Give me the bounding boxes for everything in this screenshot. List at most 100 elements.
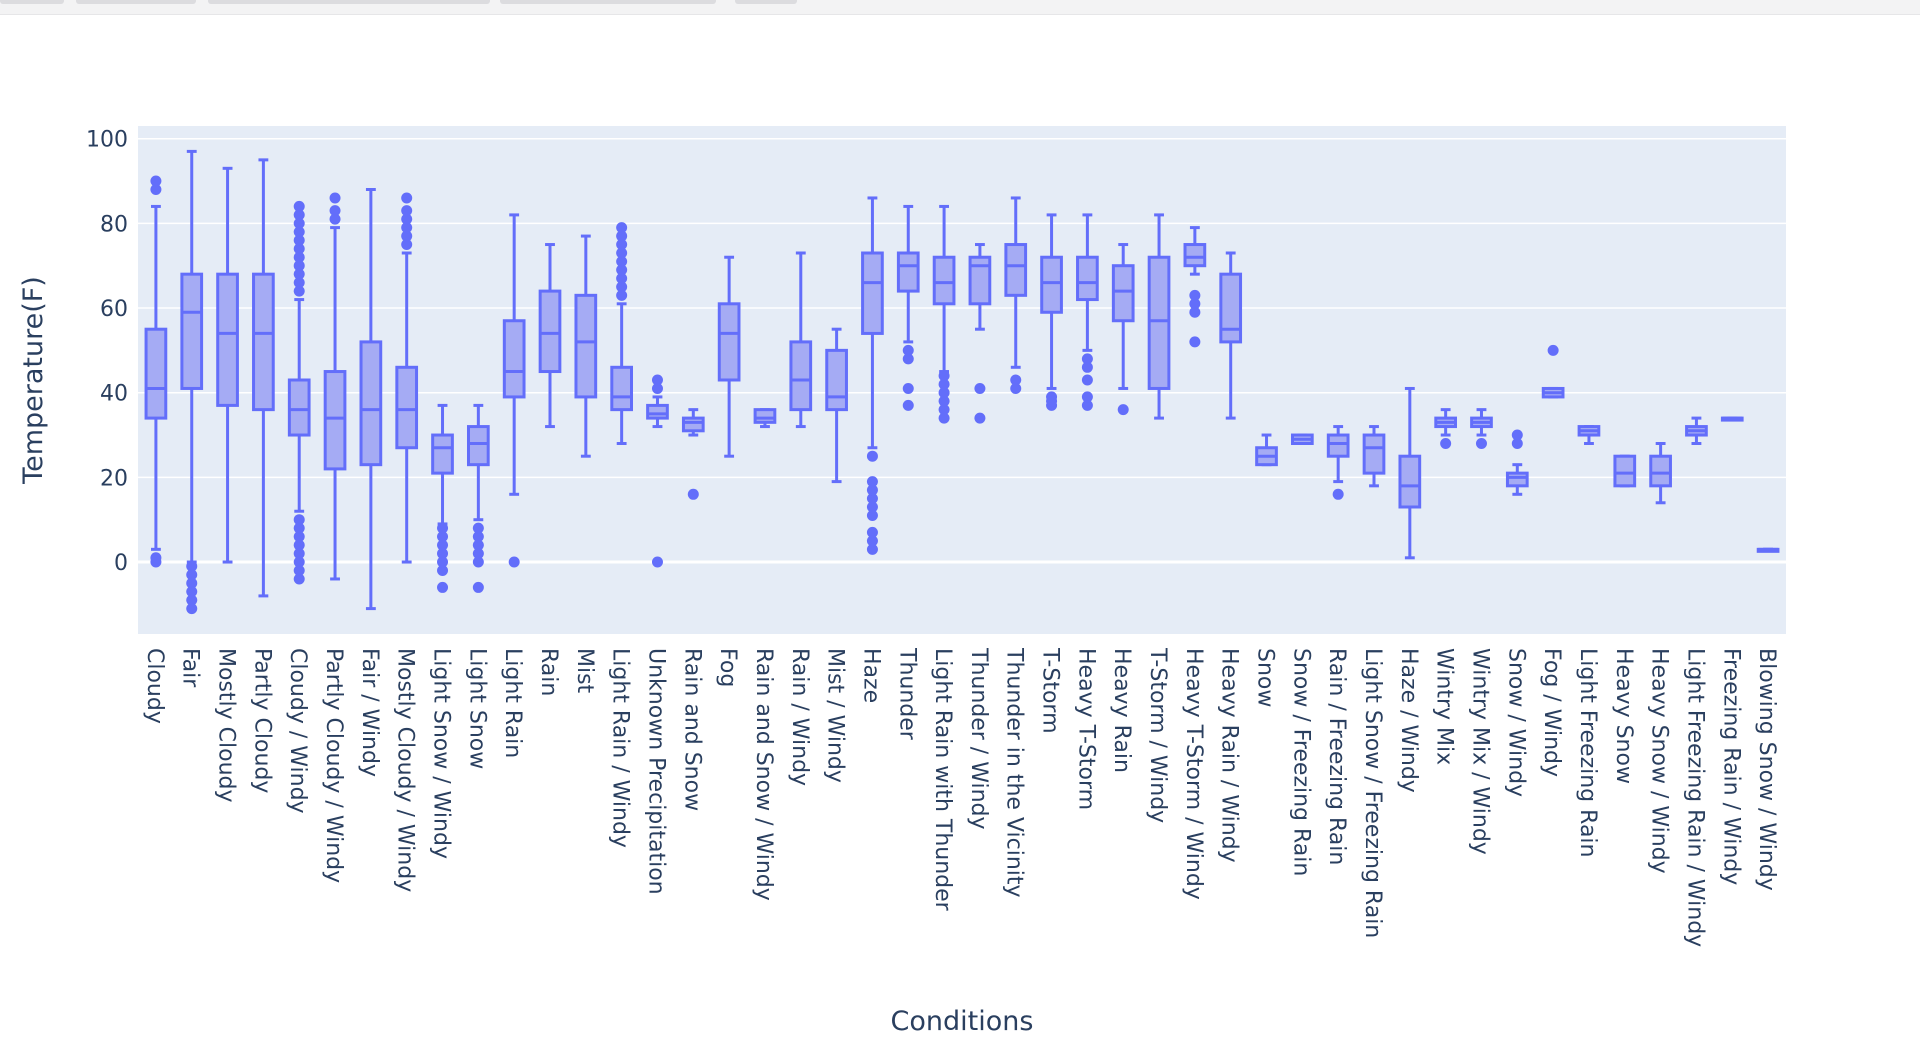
- outlier-point: [902, 353, 914, 365]
- x-tick-label: T-Storm / Windy: [1145, 647, 1170, 823]
- outlier-point: [1189, 289, 1201, 301]
- outlier-point: [293, 277, 305, 289]
- x-tick-label: T-Storm: [1038, 647, 1063, 734]
- outlier-point: [186, 586, 198, 598]
- x-tick-label: Heavy Rain / Windy: [1217, 648, 1242, 863]
- box-group: [1613, 454, 1637, 488]
- outlier-point: [616, 281, 628, 293]
- outlier-point: [616, 255, 628, 267]
- outlier-point: [401, 213, 413, 225]
- outlier-point: [1189, 298, 1201, 310]
- y-tick-label: 0: [114, 551, 128, 576]
- box-iqr: [1649, 454, 1672, 488]
- box-group: [1577, 425, 1601, 445]
- outlier-point: [186, 603, 198, 615]
- box-iqr: [825, 348, 848, 412]
- outlier-point: [186, 569, 198, 581]
- box-group: [395, 192, 419, 564]
- outlier-point: [472, 548, 484, 560]
- box-group: [1362, 425, 1386, 488]
- box-group: [431, 403, 454, 593]
- outlier-point: [293, 243, 305, 255]
- outlier-point: [293, 200, 305, 212]
- toolbar-tab[interactable]: [735, 0, 797, 4]
- outlier-point: [150, 184, 162, 195]
- toolbar-tab[interactable]: [500, 0, 716, 4]
- y-tick-label: 60: [100, 297, 128, 322]
- box-group: [1183, 226, 1207, 348]
- outlier-point: [866, 501, 878, 513]
- box-iqr: [1147, 255, 1171, 390]
- box-iqr: [1040, 255, 1063, 314]
- x-tick-label: Snow / Freezing Rain: [1288, 648, 1313, 876]
- box-iqr: [1398, 454, 1422, 509]
- box-group: [896, 204, 920, 411]
- box-group: [789, 251, 813, 429]
- outlier-point: [472, 556, 484, 568]
- x-tick-label: Mist: [572, 648, 597, 694]
- y-tick-label: 40: [100, 382, 128, 407]
- outlier-point: [616, 272, 628, 284]
- outlier-point: [437, 548, 449, 560]
- x-tick-label: Thunder / Windy: [966, 647, 991, 830]
- box-group: [1255, 433, 1278, 467]
- x-tick-label: Light Snow / Windy: [429, 648, 454, 859]
- x-axis-ticks: Cloudy Fair Mostly Cloudy Partly Cloudy Clou…: [142, 647, 1779, 947]
- outlier-point: [401, 192, 413, 204]
- outlier-point: [401, 230, 413, 242]
- toolbar-tab[interactable]: [208, 0, 490, 4]
- box-group: [538, 243, 562, 429]
- box-group: [252, 158, 275, 598]
- outlier-point: [866, 509, 878, 521]
- outlier-point: [293, 217, 305, 229]
- box-iqr: [538, 289, 562, 374]
- box-group: [1111, 243, 1135, 416]
- outlier-point: [150, 552, 162, 564]
- outlier-point: [1081, 374, 1093, 386]
- x-tick-label: Rain and Snow / Windy: [751, 648, 776, 901]
- box-group: [1434, 408, 1458, 449]
- toolbar-tab[interactable]: [76, 0, 196, 4]
- outlier-point: [938, 370, 950, 382]
- box-group: [144, 175, 168, 568]
- x-tick-label: Freezing Rain / Windy: [1718, 648, 1743, 885]
- x-tick-label: Fair: [178, 648, 203, 688]
- outlier-point: [329, 213, 341, 225]
- x-tick-label: Fog / Windy: [1539, 648, 1564, 777]
- box-iqr: [1076, 255, 1099, 302]
- outlier-point: [974, 382, 986, 394]
- outlier-point: [472, 539, 484, 551]
- box-group: [1398, 386, 1422, 560]
- outlier-point: [1010, 374, 1022, 386]
- outlier-point: [293, 573, 305, 585]
- outlier-point: [1046, 391, 1058, 403]
- outlier-point: [437, 581, 449, 593]
- x-tick-label: Light Snow / Freezing Rain: [1360, 648, 1385, 938]
- outlier-point: [293, 522, 305, 534]
- outlier-point: [866, 476, 878, 488]
- box-iqr: [1111, 264, 1135, 323]
- outlier-point: [329, 192, 341, 204]
- toolbar-tab[interactable]: [0, 0, 64, 4]
- x-tick-label: Partly Cloudy / Windy: [321, 648, 346, 883]
- x-tick-label: Cloudy: [142, 648, 167, 724]
- x-tick-label: Snow: [1253, 648, 1278, 707]
- outlier-point: [293, 226, 305, 238]
- box-iqr: [287, 378, 311, 437]
- box-group: [753, 408, 777, 429]
- box-iqr: [359, 340, 383, 467]
- box-group: [610, 222, 634, 445]
- outlier-point: [1475, 438, 1487, 449]
- x-tick-label: Light Freezing Rain / Windy: [1682, 648, 1707, 947]
- box-iqr: [789, 340, 813, 412]
- outlier-point: [150, 175, 162, 187]
- box-group: [1076, 213, 1099, 411]
- y-axis-title: Temperature(F): [18, 276, 49, 485]
- box-group: [1505, 429, 1529, 496]
- outlier-point: [508, 556, 520, 568]
- box-group: [1147, 213, 1171, 420]
- box-iqr: [252, 272, 275, 412]
- outlier-point: [1511, 438, 1523, 449]
- box-iqr: [574, 293, 598, 399]
